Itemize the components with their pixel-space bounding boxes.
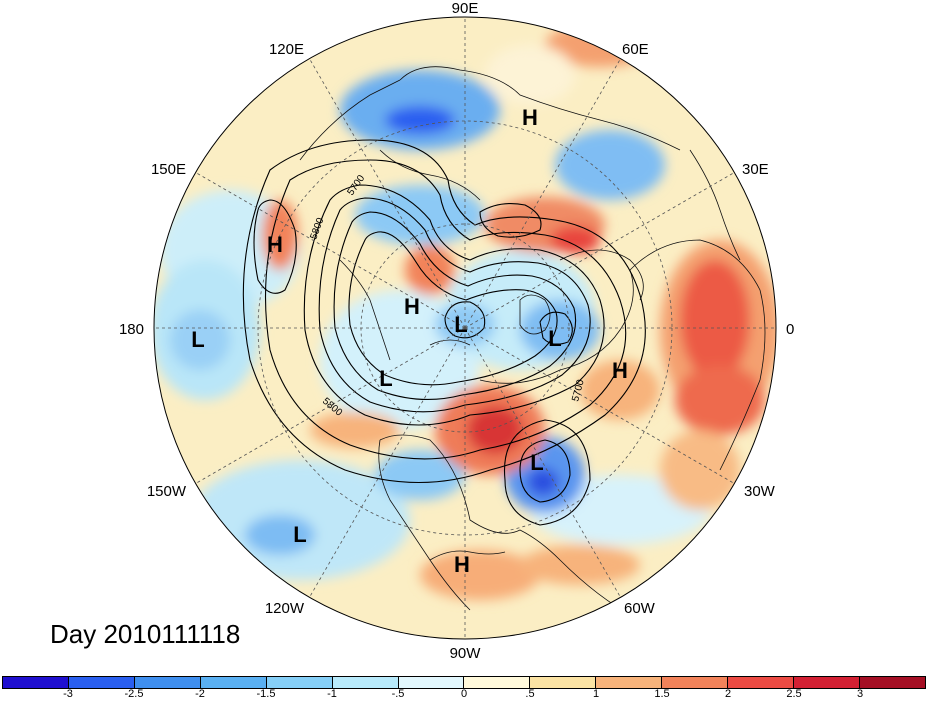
colorbar-tick-label: 2	[724, 688, 732, 700]
low-pressure-label: L	[191, 327, 204, 352]
colorbar-tick-label: -3	[63, 688, 73, 700]
colorbar-tick-label: 0	[460, 688, 468, 700]
colorbar-tick-label: -1	[327, 688, 337, 700]
high-pressure-label: H	[404, 294, 420, 319]
high-pressure-label: H	[454, 552, 470, 577]
colorbar-tick-label: 2.5	[786, 688, 802, 700]
colorbar-swatch	[859, 677, 925, 688]
lon-label-30w: 30W	[744, 483, 776, 500]
colorbar-tick-label: 1	[592, 688, 600, 700]
low-pressure-label: L	[293, 522, 306, 547]
colorbar-swatch	[530, 677, 597, 688]
colorbar-swatch	[332, 677, 399, 688]
longitude-labels: 0 30E 60E 90E 120E 150E 180 150W 120W 90…	[119, 0, 794, 662]
colorbar-swatch	[200, 677, 267, 688]
lon-label-30e: 30E	[742, 161, 769, 178]
high-pressure-label: H	[267, 232, 283, 257]
lon-label-60w: 60W	[624, 600, 656, 617]
low-pressure-label: L	[454, 312, 467, 337]
lon-label-120w: 120W	[265, 600, 305, 617]
lon-label-90e: 90E	[452, 0, 479, 17]
colorbar-swatch	[728, 677, 795, 688]
anomaly-field	[154, 17, 776, 639]
low-pressure-label: L	[530, 450, 543, 475]
lon-label-60e: 60E	[622, 41, 649, 58]
lon-label-180: 180	[119, 321, 144, 338]
colorbar-swatch	[662, 677, 729, 688]
colorbar-tick-label: -1.5	[256, 688, 276, 700]
colorbar-swatch	[3, 677, 69, 688]
colorbar-swatch	[398, 677, 465, 688]
colorbar-tick-label: 3	[856, 688, 864, 700]
lon-label-90w: 90W	[450, 645, 482, 662]
colorbar-swatch	[794, 677, 860, 688]
lon-label-120e: 120E	[269, 41, 304, 58]
colorbar	[2, 676, 926, 689]
colorbar-tick-labels: -3 -2.5 -2 -1.5 -1 -.5 0 .5 1 1.5 2 2.5 3	[2, 688, 926, 702]
geopotential-contours	[242, 139, 646, 526]
map-boundary	[153, 16, 777, 640]
colorbar-tick-label: -2	[195, 688, 205, 700]
lon-label-150e: 150E	[151, 161, 186, 178]
colorbar-tick-label: -.5	[391, 688, 405, 700]
colorbar-swatch	[596, 677, 663, 688]
graticule	[154, 17, 776, 639]
colorbar-swatch	[464, 677, 531, 688]
low-pressure-label: L	[548, 326, 561, 351]
lon-label-150w: 150W	[147, 483, 187, 500]
map-title: Day 2010111118	[50, 619, 241, 649]
colorbar-swatch	[134, 677, 201, 688]
colorbar-swatch	[68, 677, 135, 688]
high-pressure-label: H	[612, 358, 628, 383]
pressure-centers: H H H H H L L L L L L	[191, 105, 628, 577]
colorbar-tick-label: 1.5	[654, 688, 670, 700]
high-pressure-label: H	[522, 105, 538, 130]
colorbar-tick-label: .5	[525, 688, 535, 700]
colorbar-tick-label: -2.5	[124, 688, 144, 700]
coastlines	[299, 66, 766, 621]
colorbar-swatch	[266, 677, 333, 688]
lon-label-0: 0	[786, 321, 794, 338]
low-pressure-label: L	[379, 366, 392, 391]
